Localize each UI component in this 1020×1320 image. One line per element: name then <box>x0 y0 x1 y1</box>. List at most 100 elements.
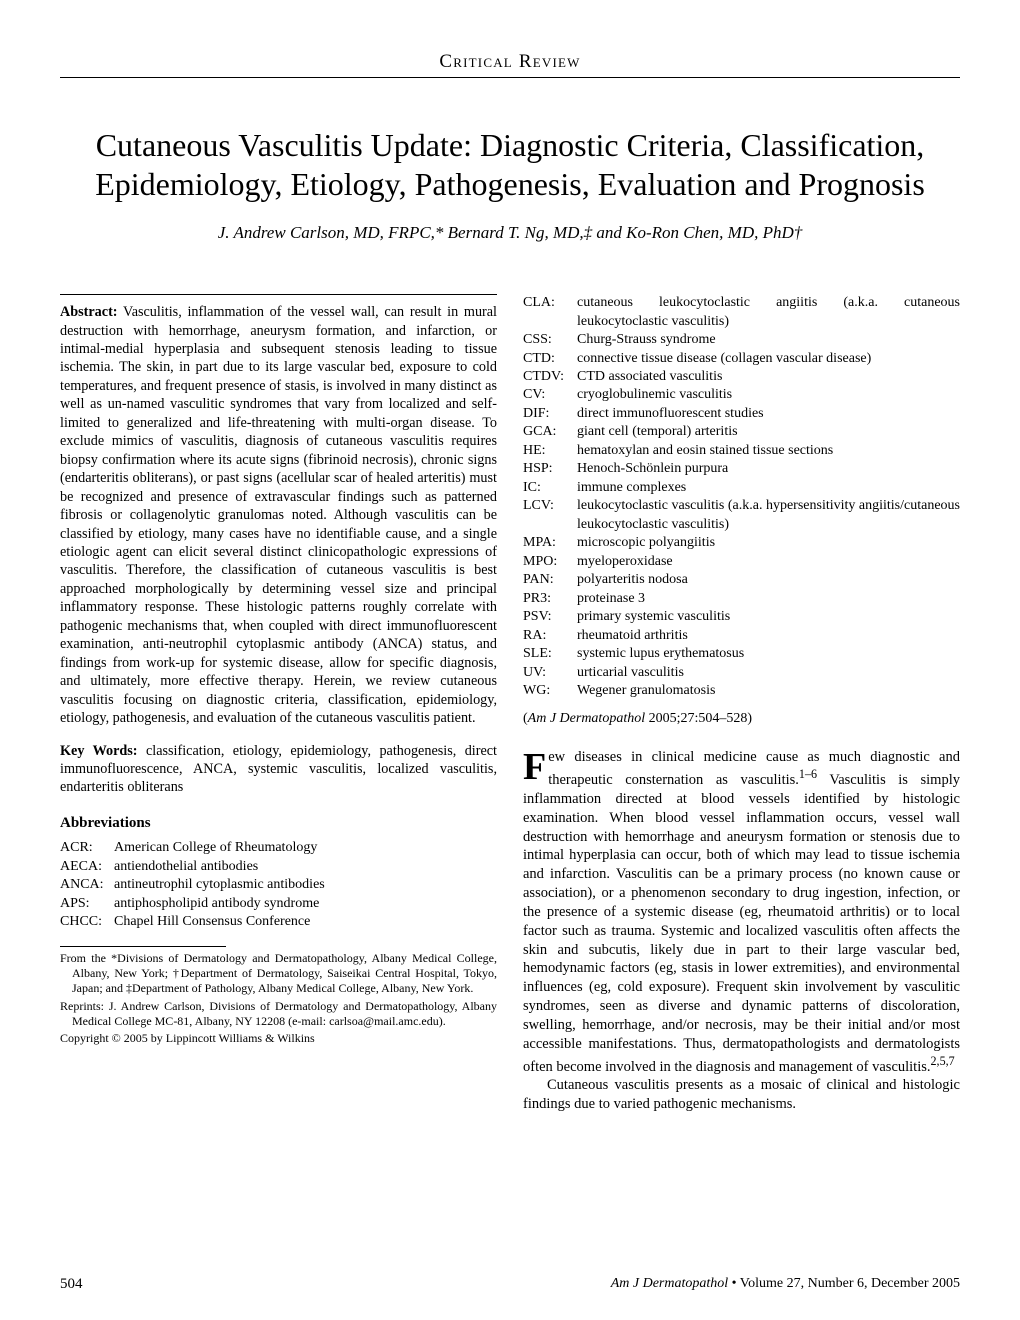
footnote-reprints: Reprints: J. Andrew Carlson, Divisions o… <box>60 999 497 1030</box>
abbr-key: HE: <box>523 442 577 460</box>
abbr-row: UV:urticarial vasculitis <box>523 664 960 682</box>
abbr-key: PR3: <box>523 590 577 608</box>
footer-journal: Am J Dermatopathol <box>611 1276 728 1291</box>
page-footer: 504 Am J Dermatopathol • Volume 27, Numb… <box>60 1275 960 1294</box>
abbr-key: WG: <box>523 682 577 700</box>
abbr-row: PR3:proteinase 3 <box>523 590 960 608</box>
body-sup-1: 1–6 <box>799 767 817 781</box>
abstract-rule <box>60 294 497 295</box>
keywords-block: Key Words: classification, etiology, epi… <box>60 742 497 797</box>
abbr-value: Henoch-Schönlein purpura <box>577 460 960 478</box>
abbr-key: AECA: <box>60 858 114 876</box>
abbr-key: ACR: <box>60 839 114 857</box>
abbreviations-heading: Abbreviations <box>60 814 497 833</box>
abbr-row: CTDV:CTD associated vasculitis <box>523 368 960 386</box>
body-sup-2: 2,5,7 <box>931 1054 955 1068</box>
abbr-row: IC:immune complexes <box>523 479 960 497</box>
abbr-key: DIF: <box>523 405 577 423</box>
abbr-key: CLA: <box>523 294 577 312</box>
footnote-rule <box>60 946 226 947</box>
page-number: 504 <box>60 1275 83 1294</box>
abbr-key: PAN: <box>523 571 577 589</box>
abbr-value: antiendothelial antibodies <box>114 858 497 876</box>
abbr-value: systemic lupus erythematosus <box>577 645 960 663</box>
abbr-value: American College of Rheumatology <box>114 839 497 857</box>
abbr-value: giant cell (temporal) arteritis <box>577 423 960 441</box>
abbr-row: CHCC:Chapel Hill Consensus Conference <box>60 913 497 931</box>
abbr-row: APS:antiphospholipid antibody syndrome <box>60 895 497 913</box>
abbr-key: CTD: <box>523 350 577 368</box>
abbr-row: RA:rheumatoid arthritis <box>523 627 960 645</box>
abbr-value: direct immunofluorescent studies <box>577 405 960 423</box>
abbr-value: primary systemic vasculitis <box>577 608 960 626</box>
abbreviations-table-right: CLA:cutaneous leukocytoclastic angiitis … <box>523 294 960 700</box>
abbr-value: urticarial vasculitis <box>577 664 960 682</box>
abbr-row: GCA:giant cell (temporal) arteritis <box>523 423 960 441</box>
abbr-key: HSP: <box>523 460 577 478</box>
abbr-value: proteinase 3 <box>577 590 960 608</box>
footnote-copyright: Copyright © 2005 by Lippincott Williams … <box>60 1031 497 1046</box>
abbr-row: DIF:direct immunofluorescent studies <box>523 405 960 423</box>
abbr-value: myeloperoxidase <box>577 553 960 571</box>
abbr-row: WG:Wegener granulomatosis <box>523 682 960 700</box>
abbr-value: Wegener granulomatosis <box>577 682 960 700</box>
abbr-key: APS: <box>60 895 114 913</box>
abbr-value: CTD associated vasculitis <box>577 368 960 386</box>
footer-rest: • Volume 27, Number 6, December 2005 <box>728 1276 960 1291</box>
abbr-row: ANCA:antineutrophil cytoplasmic antibodi… <box>60 876 497 894</box>
abbr-key: MPO: <box>523 553 577 571</box>
abbr-value: antiphospholipid antibody syndrome <box>114 895 497 913</box>
abbr-value: immune complexes <box>577 479 960 497</box>
abbr-value: Churg-Strauss syndrome <box>577 331 960 349</box>
abbr-value: microscopic polyangiitis <box>577 534 960 552</box>
abbr-key: CV: <box>523 386 577 404</box>
abbr-key: GCA: <box>523 423 577 441</box>
body-text: Few diseases in clinical medicine cause … <box>523 748 960 1114</box>
article-title: Cutaneous Vasculitis Update: Diagnostic … <box>90 126 930 204</box>
authors-line: J. Andrew Carlson, MD, FRPC,* Bernard T.… <box>60 222 960 244</box>
right-column: CLA:cutaneous leukocytoclastic angiitis … <box>523 294 960 1114</box>
abbreviations-table-left: ACR:American College of RheumatologyAECA… <box>60 839 497 931</box>
abbr-row: PSV:primary systemic vasculitis <box>523 608 960 626</box>
body-p1-b: Vasculitis is simply inflammation direct… <box>523 772 960 1074</box>
abbr-row: CLA:cutaneous leukocytoclastic angiitis … <box>523 294 960 331</box>
abbr-row: MPA:microscopic polyangiitis <box>523 534 960 552</box>
journal-citation: (Am J Dermatopathol 2005;27:504–528) <box>523 710 960 728</box>
abbr-key: ANCA: <box>60 876 114 894</box>
two-column-layout: Abstract: Vasculitis, inflammation of th… <box>60 294 960 1114</box>
abbr-value: polyarteritis nodosa <box>577 571 960 589</box>
abbr-key: SLE: <box>523 645 577 663</box>
abbr-key: UV: <box>523 664 577 682</box>
abbr-key: RA: <box>523 627 577 645</box>
footer-citation: Am J Dermatopathol • Volume 27, Number 6… <box>611 1275 960 1294</box>
abbr-value: hematoxylan and eosin stained tissue sec… <box>577 442 960 460</box>
abbr-value: Chapel Hill Consensus Conference <box>114 913 497 931</box>
abbr-value: connective tissue disease (collagen vasc… <box>577 350 960 368</box>
abbr-value: cryoglobulinemic vasculitis <box>577 386 960 404</box>
abbr-row: CSS:Churg-Strauss syndrome <box>523 331 960 349</box>
body-p2-text: Cutaneous vasculitis presents as a mosai… <box>523 1077 960 1112</box>
abbr-value: rheumatoid arthritis <box>577 627 960 645</box>
abbr-key: CHCC: <box>60 913 114 931</box>
footnotes-block: From the *Divisions of Dermatology and D… <box>60 946 497 1047</box>
citation-rest: 2005;27:504–528) <box>645 711 752 726</box>
abbr-row: MPO:myeloperoxidase <box>523 553 960 571</box>
abbr-row: HE:hematoxylan and eosin stained tissue … <box>523 442 960 460</box>
citation-journal: Am J Dermatopathol <box>528 711 645 726</box>
abstract-label: Abstract: <box>60 304 118 320</box>
abbr-row: SLE:systemic lupus erythematosus <box>523 645 960 663</box>
section-header: Critical Review <box>60 50 960 78</box>
abbr-row: ACR:American College of Rheumatology <box>60 839 497 857</box>
abbr-row: CTD:connective tissue disease (collagen … <box>523 350 960 368</box>
abbr-key: IC: <box>523 479 577 497</box>
keywords-label: Key Words: <box>60 743 138 759</box>
abbr-value: antineutrophil cytoplasmic antibodies <box>114 876 497 894</box>
body-paragraph-2: Cutaneous vasculitis presents as a mosai… <box>523 1076 960 1114</box>
abbr-key: CTDV: <box>523 368 577 386</box>
abbr-value: cutaneous leukocytoclastic angiitis (a.k… <box>577 294 960 331</box>
footnote-affiliation: From the *Divisions of Dermatology and D… <box>60 951 497 997</box>
abbr-row: AECA:antiendothelial antibodies <box>60 858 497 876</box>
body-paragraph-1: Few diseases in clinical medicine cause … <box>523 748 960 1076</box>
abbr-value: leukocytoclastic vasculitis (a.k.a. hype… <box>577 497 960 534</box>
abstract-text: Vasculitis, inflammation of the vessel w… <box>60 304 497 726</box>
